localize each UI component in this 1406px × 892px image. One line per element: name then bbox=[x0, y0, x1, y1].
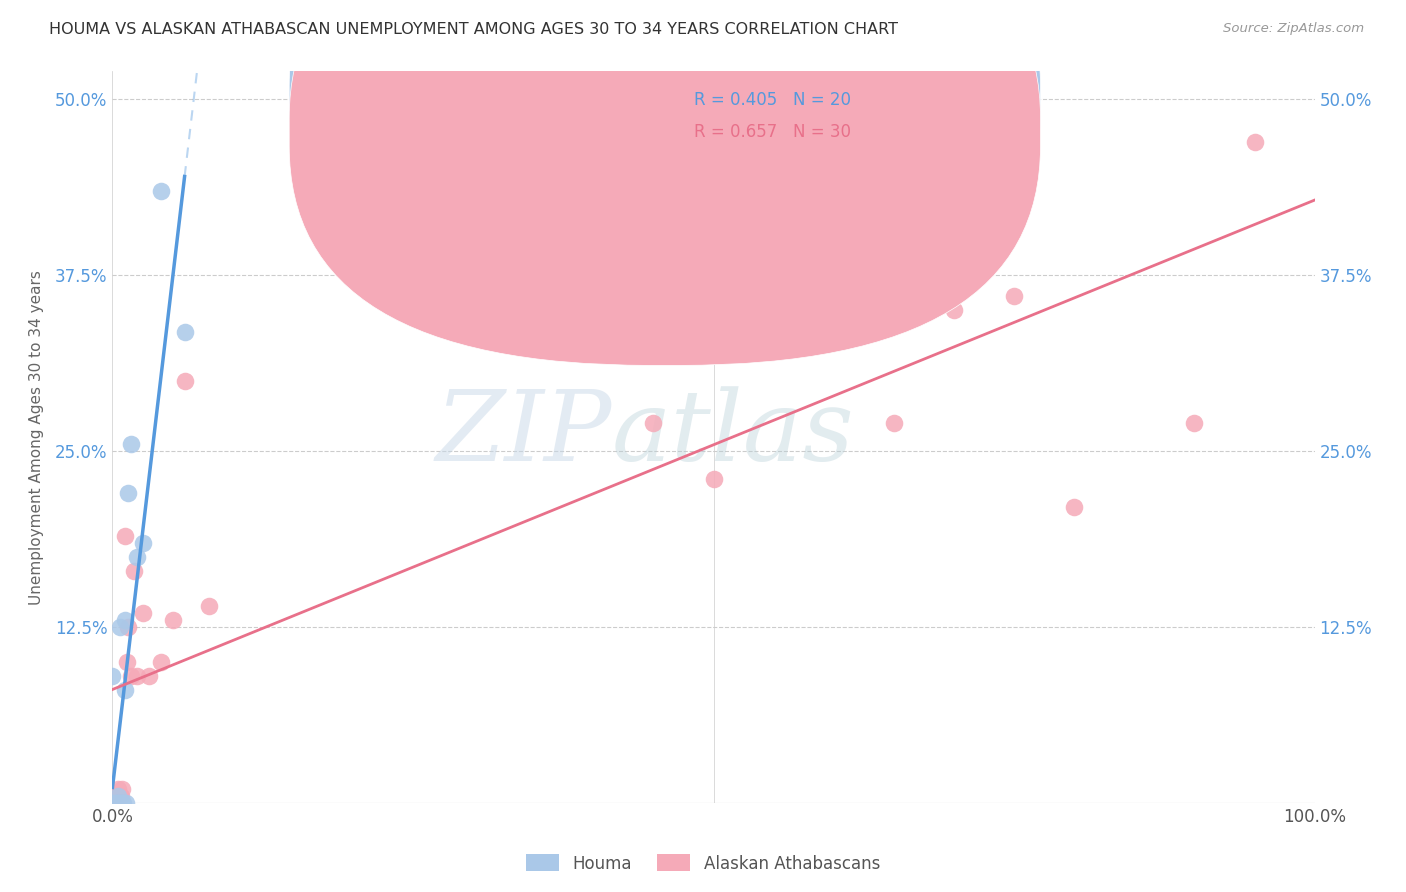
Point bbox=[101, 796, 124, 810]
Point bbox=[108, 789, 131, 803]
Point bbox=[120, 437, 142, 451]
Point bbox=[112, 796, 135, 810]
Point bbox=[149, 184, 172, 198]
Text: atlas: atlas bbox=[612, 385, 853, 481]
Point bbox=[125, 549, 148, 564]
Point bbox=[114, 683, 136, 698]
Point bbox=[702, 472, 725, 486]
Text: R = 0.657   N = 30: R = 0.657 N = 30 bbox=[695, 123, 851, 141]
Point bbox=[149, 655, 172, 669]
FancyBboxPatch shape bbox=[290, 0, 1040, 334]
Point bbox=[105, 789, 128, 803]
Point bbox=[107, 781, 129, 796]
Point bbox=[101, 796, 124, 810]
Point bbox=[942, 303, 965, 318]
Point bbox=[117, 486, 139, 500]
Point bbox=[101, 796, 124, 810]
Point bbox=[111, 796, 134, 810]
Point bbox=[114, 796, 136, 810]
Legend: Houma, Alaskan Athabascans: Houma, Alaskan Athabascans bbox=[519, 847, 887, 880]
Point bbox=[115, 655, 138, 669]
Point bbox=[162, 613, 184, 627]
Point bbox=[114, 528, 136, 542]
Point bbox=[1002, 289, 1025, 303]
Point bbox=[122, 564, 145, 578]
Point bbox=[883, 416, 905, 430]
Point bbox=[197, 599, 219, 613]
Point bbox=[111, 781, 134, 796]
Point bbox=[173, 374, 195, 388]
Point bbox=[107, 789, 129, 803]
Point bbox=[108, 620, 131, 634]
Point bbox=[1063, 500, 1085, 515]
Text: R = 0.405   N = 20: R = 0.405 N = 20 bbox=[695, 91, 851, 109]
Y-axis label: Unemployment Among Ages 30 to 34 years: Unemployment Among Ages 30 to 34 years bbox=[30, 269, 44, 605]
Point bbox=[101, 796, 124, 810]
Point bbox=[125, 669, 148, 683]
Point bbox=[1184, 416, 1206, 430]
Point bbox=[120, 669, 142, 683]
Point bbox=[114, 613, 136, 627]
Point bbox=[117, 620, 139, 634]
Point bbox=[101, 669, 124, 683]
Point bbox=[105, 796, 128, 810]
Point bbox=[138, 669, 160, 683]
Point bbox=[131, 606, 153, 620]
Point bbox=[105, 796, 128, 810]
Point bbox=[643, 416, 665, 430]
Text: ZIP: ZIP bbox=[434, 385, 612, 481]
FancyBboxPatch shape bbox=[290, 0, 1040, 366]
Point bbox=[110, 796, 132, 810]
Point bbox=[110, 789, 132, 803]
Point bbox=[1243, 135, 1265, 149]
Text: Source: ZipAtlas.com: Source: ZipAtlas.com bbox=[1223, 22, 1364, 36]
Point bbox=[107, 796, 129, 810]
Point bbox=[101, 796, 124, 810]
Text: HOUMA VS ALASKAN ATHABASCAN UNEMPLOYMENT AMONG AGES 30 TO 34 YEARS CORRELATION C: HOUMA VS ALASKAN ATHABASCAN UNEMPLOYMENT… bbox=[49, 22, 898, 37]
Point bbox=[823, 303, 845, 318]
Point bbox=[762, 135, 785, 149]
Point bbox=[173, 325, 195, 339]
Point bbox=[131, 535, 153, 549]
FancyBboxPatch shape bbox=[630, 75, 966, 167]
